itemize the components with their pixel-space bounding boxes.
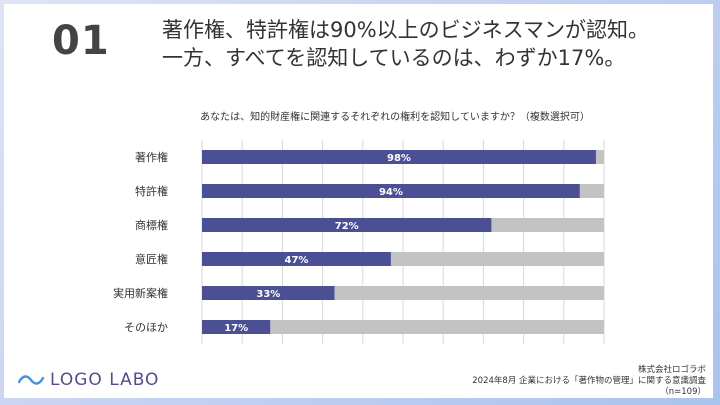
bar-aware (202, 320, 271, 334)
logo-wave-icon (18, 375, 44, 385)
category-label: 著作権 (135, 150, 168, 164)
category-label: そのほか (124, 321, 168, 334)
headline-line-1: 著作権、特許権は90%以上のビジネスマンが認知。 (162, 18, 650, 42)
data-label: 98% (387, 153, 411, 164)
category-label: 特許権 (135, 184, 168, 198)
bar-aware (202, 252, 391, 266)
bar-remainder (334, 286, 604, 300)
source-company: 株式会社ロゴラボ (637, 365, 706, 375)
bar-remainder (390, 252, 604, 266)
category-label: 商標権 (135, 218, 168, 232)
category-label: 意匠権 (135, 252, 168, 266)
bar-remainder (595, 150, 604, 164)
logo: LOGO LABO (18, 368, 159, 392)
category-label: 実用新案権 (113, 286, 168, 300)
bar-aware (202, 184, 580, 198)
headline-line-2: 一方、すべてを認知しているのは、わずか17%。 (162, 46, 626, 70)
chart-title: あなたは、知的財産権に関連するそれぞれの権利を認知していますか？（複数選択可） (200, 112, 590, 123)
bar-remainder (579, 184, 604, 198)
slide-number: 01 (52, 18, 110, 64)
source-note: 株式会社ロゴラボ 2024年8月 企業における「著作物の管理」に関する意識調査 … (472, 365, 706, 398)
data-label: 72% (335, 221, 359, 232)
bar-remainder (491, 218, 604, 232)
source-sample: （n=109） (660, 387, 706, 397)
data-label: 94% (379, 187, 403, 198)
bar-aware (202, 150, 596, 164)
data-label: 33% (256, 289, 280, 300)
data-label: 17% (224, 323, 248, 334)
source-survey: 2024年8月 企業における「著作物の管理」に関する意識調査 (472, 376, 706, 386)
bar-remainder (270, 320, 604, 334)
bar-aware (202, 218, 492, 232)
data-label: 47% (285, 255, 309, 266)
bar-aware (202, 286, 335, 300)
logo-text: LOGO LABO (50, 370, 160, 390)
headline: 著作権、特許権は90%以上のビジネスマンが認知。 一方、すべてを認知しているのは… (162, 16, 702, 72)
